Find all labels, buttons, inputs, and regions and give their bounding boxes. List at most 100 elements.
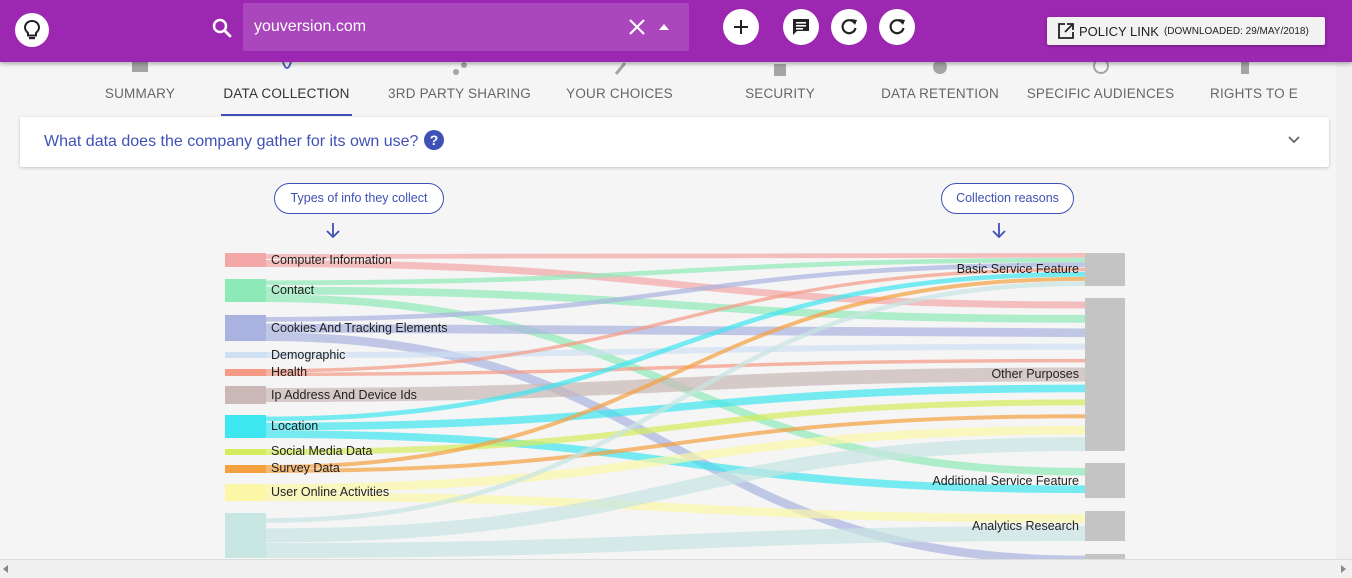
sankey-link bbox=[265, 492, 1086, 523]
sankey-link bbox=[265, 430, 1086, 494]
refresh-icon bbox=[841, 19, 857, 35]
pencil-icon bbox=[614, 62, 626, 75]
caret-up-icon[interactable] bbox=[657, 21, 671, 33]
sankey-link bbox=[265, 271, 1086, 422]
chevron-down-icon[interactable] bbox=[1287, 135, 1301, 145]
sankey-source-label: User Online Activities bbox=[271, 485, 389, 499]
horizontal-scrollbar[interactable] bbox=[0, 559, 1352, 578]
sankey-link bbox=[265, 294, 1086, 476]
close-icon[interactable] bbox=[627, 17, 647, 37]
sankey-source-node bbox=[225, 279, 266, 302]
lock-icon bbox=[774, 64, 786, 76]
policy-downloaded-date: (DOWNLOADED: 29/MAY/2018) bbox=[1163, 25, 1309, 37]
sankey-source-label: Survey Data bbox=[271, 461, 340, 475]
refresh-button[interactable] bbox=[831, 9, 867, 45]
sankey-link bbox=[265, 425, 1086, 493]
thumbs-icon bbox=[132, 62, 148, 72]
sankey-link bbox=[265, 286, 1086, 323]
tab-data-retention[interactable]: DATA RETENTION bbox=[880, 62, 1000, 116]
open-in-new-icon bbox=[1058, 23, 1074, 39]
tab-3rd-party-sharing[interactable]: 3RD PARTY SHARING bbox=[388, 62, 531, 116]
tab-label: SUMMARY bbox=[104, 86, 176, 101]
tab-label: SPECIFIC AUDIENCES bbox=[1026, 86, 1175, 101]
sankey-target-label: Other Purposes bbox=[991, 367, 1079, 381]
sankey-source-node bbox=[225, 415, 266, 438]
arrow-down-icon bbox=[992, 223, 1006, 239]
feedback-button[interactable] bbox=[783, 9, 819, 45]
sankey-target-node bbox=[1085, 298, 1125, 451]
reload-button[interactable] bbox=[879, 9, 915, 45]
tab-label: 3RD PARTY SHARING bbox=[388, 86, 531, 101]
tab-label: DATA RETENTION bbox=[881, 86, 999, 101]
sankey-link bbox=[265, 323, 1086, 338]
sankey-source-label: Ip Address And Device Ids bbox=[271, 388, 417, 402]
policy-link-label: POLICY LINK bbox=[1079, 23, 1159, 39]
search-input[interactable] bbox=[254, 15, 614, 39]
refresh-icon bbox=[889, 19, 905, 35]
types-of-info-pill[interactable]: Types of info they collect bbox=[274, 183, 444, 214]
tab-label: RIGHTS TO E bbox=[1210, 86, 1298, 101]
top-app-bar: POLICY LINK (DOWNLOADED: 29/MAY/2018) bbox=[0, 0, 1352, 62]
tab-specific-audiences[interactable]: SPECIFIC AUDIENCES bbox=[1026, 62, 1175, 116]
help-icon[interactable]: ? bbox=[424, 130, 444, 150]
sankey-target-label: Additional Service Feature bbox=[932, 474, 1079, 488]
sankey-source-node bbox=[225, 253, 266, 267]
sankey-target-node bbox=[1085, 463, 1125, 498]
tab-your-choices[interactable]: YOUR CHOICES bbox=[566, 62, 673, 116]
share-icon bbox=[452, 62, 467, 75]
tab-data-collection[interactable]: DATA COLLECTION bbox=[221, 62, 352, 116]
comment-icon bbox=[793, 19, 809, 35]
scroll-left-icon[interactable] bbox=[3, 565, 8, 573]
scroll-right-icon[interactable] bbox=[1341, 565, 1346, 573]
sankey-link bbox=[265, 414, 1086, 473]
sankey-link bbox=[265, 343, 1086, 358]
sankey-link bbox=[265, 276, 1086, 469]
sankey-source-node bbox=[225, 315, 266, 341]
list-edit-icon bbox=[1241, 62, 1249, 74]
sankey-source-node bbox=[225, 449, 266, 455]
sankey-source-node bbox=[225, 484, 266, 501]
sankey-link bbox=[265, 367, 1086, 402]
sankey-links bbox=[265, 252, 1086, 565]
tab-rights-to-edit[interactable]: RIGHTS TO E bbox=[1209, 62, 1298, 116]
sankey-source-node bbox=[225, 369, 266, 376]
sankey-link bbox=[265, 437, 1086, 543]
search-icon[interactable] bbox=[210, 16, 234, 40]
sankey-link bbox=[265, 281, 1086, 523]
sankey-link bbox=[265, 257, 1086, 286]
tab-label: SECURITY bbox=[745, 86, 815, 101]
sankey-target-label: Basic Service Feature bbox=[957, 262, 1079, 276]
fingerprint-icon bbox=[281, 62, 292, 69]
sankey-source-label: Social Media Data bbox=[271, 444, 372, 458]
sankey-target-node bbox=[1085, 253, 1125, 286]
tab-summary[interactable]: SUMMARY bbox=[100, 62, 180, 116]
sankey-link bbox=[265, 384, 1086, 431]
child-face-icon bbox=[1092, 62, 1109, 74]
timelapse-icon bbox=[933, 62, 947, 74]
vertical-scrollbar[interactable] bbox=[1336, 62, 1352, 559]
sankey-link bbox=[265, 358, 1086, 376]
sankey-source-label: Health bbox=[271, 365, 307, 379]
sankey-link bbox=[265, 252, 1086, 259]
sankey-source-node bbox=[225, 465, 266, 473]
add-button[interactable] bbox=[723, 9, 759, 45]
sankey-link bbox=[265, 526, 1086, 558]
sankey-link bbox=[265, 332, 1086, 565]
search-box bbox=[243, 3, 689, 51]
question-panel[interactable]: What data does the company gather for it… bbox=[20, 117, 1329, 167]
lightbulb-icon bbox=[23, 19, 41, 40]
sankey-source-node bbox=[225, 386, 266, 404]
policy-link-button[interactable]: POLICY LINK (DOWNLOADED: 29/MAY/2018) bbox=[1047, 17, 1325, 45]
lightbulb-logo-button[interactable] bbox=[15, 13, 49, 47]
sankey-source-label: Cookies And Tracking Elements bbox=[271, 321, 447, 335]
tab-label: YOUR CHOICES bbox=[566, 86, 673, 101]
tab-security[interactable]: SECURITY bbox=[743, 62, 817, 116]
sankey-source-label: Computer Information bbox=[271, 253, 392, 267]
sankey-link bbox=[265, 260, 1086, 309]
sankey-source-node bbox=[225, 352, 266, 358]
sankey-target-node bbox=[1085, 511, 1125, 541]
sankey-link bbox=[265, 267, 1086, 373]
collection-reasons-pill[interactable]: Collection reasons bbox=[941, 183, 1074, 214]
sankey-source-label: Contact bbox=[271, 283, 315, 297]
sankey-source-label: Location bbox=[271, 419, 318, 433]
